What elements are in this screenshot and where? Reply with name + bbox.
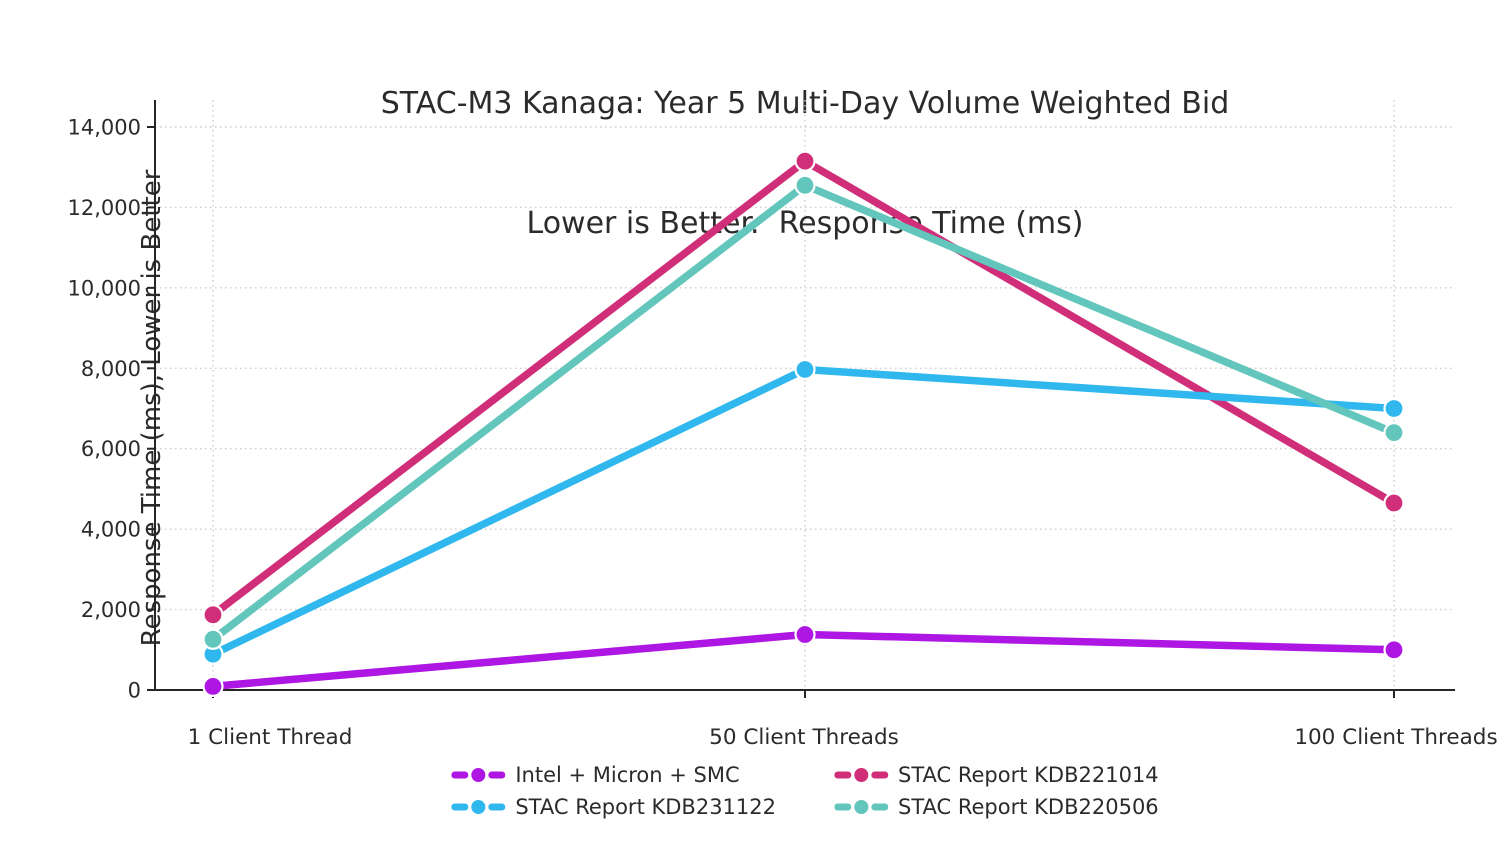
data-point-marker bbox=[794, 150, 816, 172]
y-tick-label: 2,000 bbox=[81, 598, 141, 622]
legend-item: STAC Report KDB221014 bbox=[834, 760, 1159, 790]
legend-item: Intel + Micron + SMC bbox=[451, 760, 776, 790]
y-tick-label: 12,000 bbox=[68, 196, 141, 220]
data-point-marker bbox=[794, 174, 816, 196]
legend-line-marker-icon bbox=[834, 798, 888, 816]
y-tick-label: 14,000 bbox=[68, 116, 141, 140]
data-point-marker bbox=[794, 358, 816, 381]
y-tick-label: 8,000 bbox=[81, 357, 141, 381]
y-tick-label: 0 bbox=[128, 679, 141, 703]
legend-label: Intel + Micron + SMC bbox=[515, 763, 740, 787]
data-point-marker bbox=[202, 675, 224, 697]
y-tick-label: 10,000 bbox=[68, 276, 141, 300]
legend: Intel + Micron + SMC STAC Report KDB22101… bbox=[451, 760, 1159, 822]
legend-label: STAC Report KDB231122 bbox=[515, 795, 776, 819]
data-point-marker bbox=[1383, 397, 1405, 420]
y-tick-label: 6,000 bbox=[81, 437, 141, 461]
legend-item: STAC Report KDB220506 bbox=[834, 792, 1159, 822]
chart-title: STAC-M3 Kanaga: Year 5 Multi-Day Volume … bbox=[110, 4, 1500, 324]
legend-item: STAC Report KDB231122 bbox=[451, 792, 776, 822]
x-tick-label: 100 Client Threads bbox=[1294, 725, 1497, 750]
data-point-marker bbox=[1383, 639, 1405, 661]
data-point-marker bbox=[794, 623, 816, 646]
chart-title-line1: STAC-M3 Kanaga: Year 5 Multi-Day Volume … bbox=[380, 86, 1230, 121]
legend-line-marker-icon bbox=[834, 766, 888, 784]
data-point-marker bbox=[1383, 422, 1405, 444]
legend-label: STAC Report KDB220506 bbox=[898, 795, 1159, 819]
legend-line-marker-icon bbox=[451, 798, 506, 816]
data-point-marker bbox=[202, 628, 224, 650]
x-tick-label: 1 Client Thread bbox=[188, 725, 353, 750]
x-tick-label: 50 Client Threads bbox=[709, 725, 899, 750]
data-point-marker bbox=[1383, 492, 1405, 514]
legend-label: STAC Report KDB221014 bbox=[898, 763, 1159, 787]
y-tick-label: 4,000 bbox=[81, 518, 141, 542]
series-line bbox=[209, 365, 1398, 658]
legend-line-marker-icon bbox=[451, 766, 506, 784]
data-point-marker bbox=[202, 604, 224, 626]
series-line bbox=[209, 157, 1398, 619]
